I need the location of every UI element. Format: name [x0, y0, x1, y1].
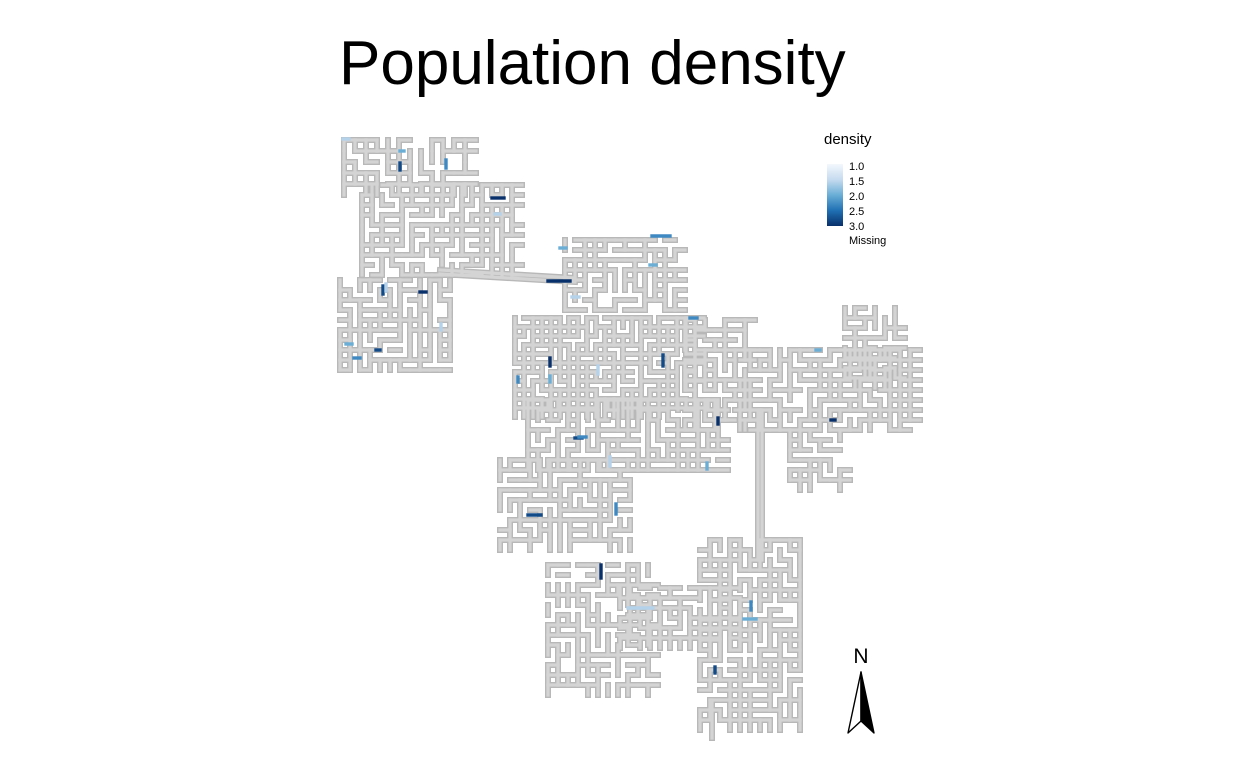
- legend-tick-label: 3.0: [849, 221, 865, 233]
- legend-missing-label: Missing: [849, 235, 887, 247]
- legend-tick-label: 1.5: [849, 176, 865, 188]
- density-legend: density 1.0 1.5 2.0 2.5 3.0 Missing: [824, 131, 914, 253]
- north-label: N: [853, 645, 869, 668]
- legend-tick-label: 2.5: [849, 206, 865, 218]
- density-highlighted-segments: [341, 137, 837, 675]
- map-title: Population density: [339, 29, 846, 98]
- legend-title: density: [824, 131, 872, 148]
- road-segment: [438, 268, 577, 280]
- north-arrow-icon: [847, 671, 875, 734]
- road-segments: [338, 138, 922, 740]
- legend-tick-label: 1.0: [849, 161, 865, 173]
- legend-tick-label: 2.0: [849, 191, 865, 203]
- north-arrow: N: [843, 645, 883, 740]
- legend-colorbar: [827, 164, 843, 226]
